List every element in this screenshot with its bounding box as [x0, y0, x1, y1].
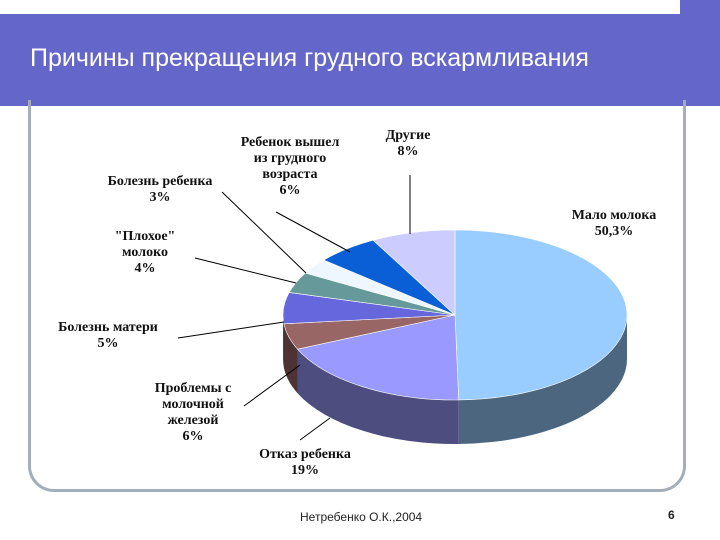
footer-source: Нетребенко О.К.,2004	[300, 510, 423, 524]
slice-label-line: Отказ ребенка	[259, 447, 351, 462]
leader-line-4	[194, 257, 297, 284]
leader-line-2	[177, 321, 285, 339]
pie-labels: Мало молока 50,3% Отказ ребенка 19% Болезнь …	[58, 128, 656, 478]
title-bar: Причины прекращения грудного вскармливан…	[0, 0, 720, 111]
slice-label-2: Болезнь матери 5%	[58, 320, 158, 351]
slice-label-line: Проблемы с	[155, 381, 232, 396]
slice-label-line: железой	[168, 413, 219, 428]
pie-side-3	[283, 315, 284, 368]
slice-label-line: Ребенок вышел	[241, 135, 340, 150]
slice-label-line: 5%	[98, 336, 119, 351]
slice-label-4: "Плохое" молоко 4%	[115, 229, 176, 276]
content-frame	[28, 100, 686, 492]
slice-label-line: молоко	[122, 245, 168, 260]
slice-label-line: 4%	[135, 261, 156, 276]
slice-label-line: 50,3%	[595, 224, 634, 239]
slice-label-line: 6%	[183, 429, 204, 444]
leader-line-5	[221, 191, 307, 274]
slice-label-line: из грудного	[254, 151, 326, 166]
pie-slice-1	[296, 314, 460, 401]
slide-title: Причины прекращения грудного вскармливан…	[30, 44, 589, 72]
slice-label-line: возраста	[262, 167, 317, 182]
slice-label-line: молочной	[162, 397, 224, 412]
leader-line-1	[299, 417, 331, 441]
leader-line-3	[243, 364, 301, 407]
slice-label-7: Другие 8%	[386, 128, 431, 159]
pie-tops	[282, 229, 628, 401]
slide-number: 6	[668, 508, 675, 522]
title-bar-tab	[680, 0, 720, 14]
slice-label-line: 6%	[280, 183, 301, 198]
slice-label-line: 19%	[291, 463, 319, 478]
slice-label-line: Другие	[386, 128, 431, 143]
slice-label-line: 8%	[398, 144, 419, 159]
slice-label-line: Мало молока	[572, 208, 657, 223]
slice-label-6: Ребенок вышел из грудного возраста 6%	[241, 135, 340, 198]
slice-label-line: 3%	[150, 190, 171, 205]
title-underline	[0, 108, 636, 111]
pie-slice-0	[454, 229, 628, 401]
pie-sides	[283, 315, 627, 445]
slice-label-line: Болезнь матери	[58, 320, 158, 335]
slice-label-1: Отказ ребенка 19%	[259, 447, 351, 478]
slice-label-3: Проблемы с молочной железой 6%	[155, 381, 232, 444]
pie-side-2	[283, 323, 298, 394]
pie-chart: Мало молока 50,3% Отказ ребенка 19% Болезнь …	[58, 128, 656, 478]
leader-line-6	[275, 211, 351, 253]
pie-side-1	[297, 349, 459, 445]
pie-side-0	[458, 315, 627, 444]
slice-label-0: Мало молока 50,3%	[572, 208, 657, 239]
slice-label-line: "Плохое"	[115, 229, 176, 244]
slice-label-line: Болезнь ребенка	[108, 174, 213, 189]
slice-label-5: Болезнь ребенка 3%	[108, 174, 213, 205]
pie-slice-7	[372, 229, 456, 316]
